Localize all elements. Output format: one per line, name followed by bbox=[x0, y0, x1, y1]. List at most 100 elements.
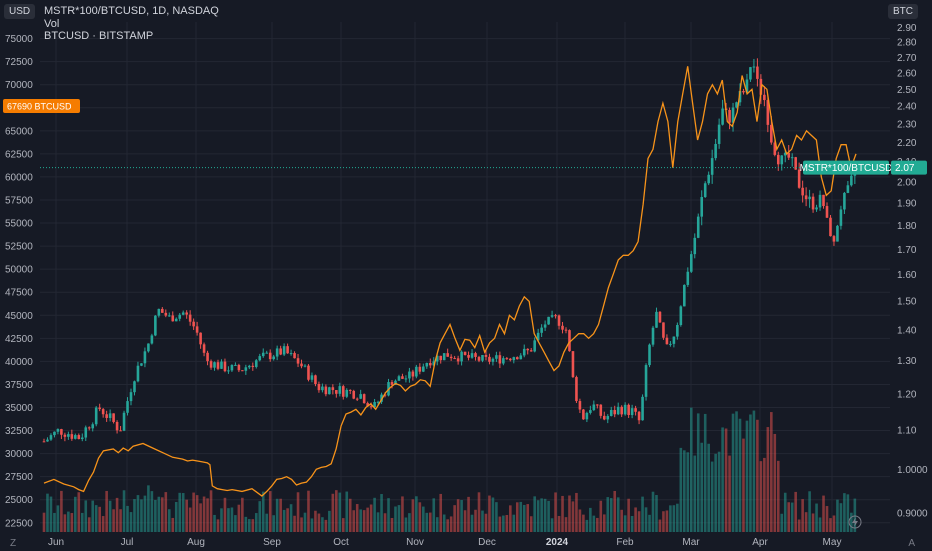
right-axis-tick: 1.70 bbox=[897, 245, 917, 256]
volume-bar bbox=[658, 519, 662, 532]
candle-body bbox=[491, 358, 495, 362]
candle-body bbox=[714, 143, 717, 159]
candle-body bbox=[470, 353, 474, 358]
candle-body bbox=[752, 66, 756, 68]
volume-bar bbox=[745, 420, 749, 532]
right-currency-label[interactable]: BTC bbox=[888, 4, 918, 19]
candle-body bbox=[140, 363, 143, 366]
volume-bar bbox=[488, 495, 491, 532]
candle-body bbox=[70, 434, 74, 439]
candle-body bbox=[797, 169, 801, 188]
left-price-axis: 22500 25000 27500 30000 32500 35000 37500 40000… bbox=[5, 34, 33, 529]
candle-body bbox=[161, 308, 164, 313]
volume-bar bbox=[143, 495, 147, 532]
volume-bar bbox=[237, 504, 241, 532]
candle-body bbox=[185, 312, 188, 315]
candle-body bbox=[369, 406, 373, 408]
volume-bar bbox=[401, 496, 404, 532]
candle-body bbox=[745, 79, 749, 93]
volume-bar bbox=[714, 453, 717, 532]
right-axis-tick: 2.80 bbox=[897, 38, 917, 49]
volume-bar bbox=[470, 514, 474, 532]
candle-body bbox=[432, 361, 436, 366]
left-currency-label[interactable]: USD bbox=[4, 4, 36, 19]
candle-body bbox=[56, 429, 60, 432]
volume-bar bbox=[383, 513, 387, 532]
candle-body bbox=[397, 376, 401, 381]
volume-bar bbox=[439, 493, 443, 532]
volume-bar bbox=[422, 506, 425, 532]
volume-bar bbox=[571, 501, 575, 532]
volume-bar bbox=[362, 510, 366, 532]
volume-bar bbox=[822, 495, 825, 532]
candle-body bbox=[174, 318, 178, 322]
volume-bar bbox=[199, 503, 202, 532]
candle-body bbox=[717, 124, 721, 144]
volume-bar bbox=[133, 499, 136, 532]
candle-body bbox=[644, 365, 648, 397]
candle-body bbox=[428, 362, 432, 366]
candle-body bbox=[634, 408, 637, 412]
volume-bar bbox=[227, 508, 230, 532]
right-axis-tick: 1.50 bbox=[897, 297, 917, 308]
volume-bar bbox=[415, 496, 418, 532]
candle-body bbox=[112, 413, 115, 422]
volume-bar bbox=[140, 499, 143, 532]
volume-bar bbox=[634, 507, 637, 532]
candle-body bbox=[613, 410, 617, 415]
candle-body bbox=[307, 365, 310, 380]
candle-body bbox=[609, 410, 613, 417]
right-axis-tick: 2.90 bbox=[897, 23, 917, 34]
candle-body bbox=[352, 390, 356, 399]
candle-body bbox=[373, 402, 376, 408]
volume-bar bbox=[70, 513, 74, 532]
candle-body bbox=[602, 415, 606, 420]
volume-bar bbox=[623, 515, 627, 532]
candle-body bbox=[446, 353, 449, 357]
auto-scale-button[interactable]: A bbox=[908, 538, 915, 549]
candle-body bbox=[188, 314, 192, 322]
candle-body bbox=[105, 414, 108, 418]
candle-body bbox=[300, 363, 303, 367]
candle-body bbox=[495, 355, 498, 359]
candle-body bbox=[585, 412, 589, 420]
volume-bar bbox=[53, 512, 56, 532]
candle-body bbox=[418, 366, 422, 372]
volume-bar bbox=[272, 515, 275, 532]
last-price-value-badge bbox=[891, 160, 927, 175]
candle-body bbox=[460, 351, 463, 362]
volume-bar bbox=[307, 490, 310, 532]
candle-body bbox=[515, 357, 519, 360]
candle-body bbox=[589, 410, 592, 413]
volume-bar bbox=[564, 517, 568, 532]
candle-body bbox=[126, 401, 129, 413]
candle-body bbox=[282, 346, 286, 355]
candle-body bbox=[435, 355, 439, 362]
candle-body bbox=[735, 102, 738, 108]
volume-bar bbox=[321, 517, 324, 532]
volume-bar bbox=[63, 514, 67, 532]
volume-bar bbox=[818, 517, 822, 532]
volume-bar bbox=[192, 492, 195, 532]
volume-bar bbox=[310, 518, 314, 532]
left-axis-tick: 27500 bbox=[5, 472, 33, 483]
volume-bar bbox=[87, 517, 91, 532]
bottom-left-zoom[interactable]: Z bbox=[10, 538, 17, 549]
volume-bar bbox=[108, 500, 112, 532]
legend-volume[interactable]: Vol bbox=[44, 17, 60, 30]
legend-series-title[interactable]: MSTR*100/BTCUSD, 1D, NASDAQ bbox=[44, 5, 219, 17]
volume-bar bbox=[811, 513, 815, 532]
left-axis-tick: 62500 bbox=[5, 149, 33, 160]
volume-bar bbox=[150, 491, 154, 532]
volume-bar bbox=[74, 496, 77, 532]
volume-bar bbox=[428, 512, 432, 532]
candle-body bbox=[658, 311, 662, 323]
legend-compare[interactable]: BTCUSD · BITSTAMP bbox=[44, 30, 154, 42]
candle-body bbox=[348, 389, 352, 391]
volume-bar bbox=[147, 485, 150, 532]
volume-bar bbox=[230, 507, 234, 532]
volume-bar bbox=[241, 497, 244, 532]
candle-body bbox=[825, 206, 829, 218]
volume-bar bbox=[220, 508, 223, 532]
